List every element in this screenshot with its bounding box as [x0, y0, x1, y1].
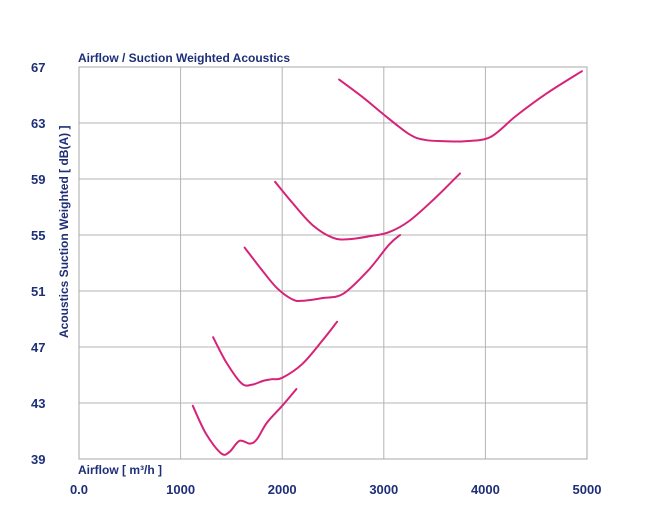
series-line-3: [243, 234, 402, 302]
y-tick-label: 43: [31, 396, 45, 411]
y-tick-label: 59: [31, 172, 45, 187]
y-tick-label: 67: [31, 60, 45, 75]
series-line-1: [191, 388, 298, 456]
x-tick-label: 5000: [573, 482, 602, 497]
tick-labels: 39 43 47 51 55 59 63 67 0.0 1000 2000 3000 4000 5000: [31, 60, 601, 497]
x-tick-label: 3000: [369, 482, 398, 497]
y-tick-label: 63: [31, 116, 45, 131]
x-axis-label: Airflow [ m³/h ]: [78, 463, 162, 477]
y-tick-label: 51: [31, 284, 45, 299]
y-tick-label: 55: [31, 228, 45, 243]
x-tick-label: 1000: [166, 482, 195, 497]
series-layer: [191, 70, 583, 456]
grid: [78, 66, 588, 460]
x-tick-label: 2000: [268, 482, 297, 497]
series-line-4: [274, 172, 461, 241]
y-tick-label: 39: [31, 452, 45, 467]
series-line-2: [212, 320, 339, 387]
series-line-5: [338, 70, 583, 143]
x-tick-label: 4000: [471, 482, 500, 497]
y-tick-label: 47: [31, 340, 45, 355]
plot-frame: [78, 66, 588, 460]
y-axis-label: Acoustics Suction Weighted [ dB(A) ]: [57, 126, 71, 338]
x-tick-label: 0.0: [70, 482, 88, 497]
chart-title: Airflow / Suction Weighted Acoustics: [78, 51, 290, 65]
